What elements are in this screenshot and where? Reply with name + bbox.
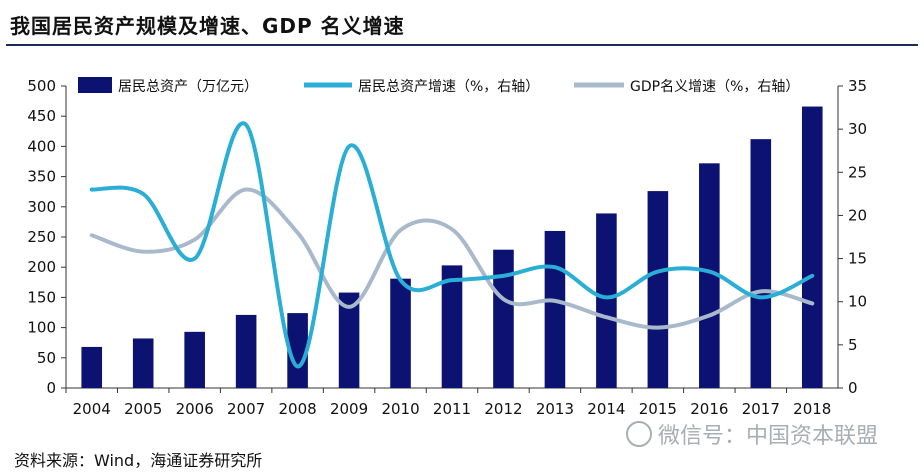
right-tick-label: 30	[848, 120, 867, 138]
bar	[338, 292, 360, 388]
watermark-text: 微信号：中国资本联盟	[658, 424, 879, 449]
right-tick-label: 35	[848, 77, 867, 95]
bar	[390, 278, 411, 388]
chart-title: 我国居民资产规模及增速、GDP 名义增速	[10, 14, 405, 38]
x-tick-label: 2011	[433, 400, 471, 418]
left-tick-label: 350	[27, 168, 56, 186]
legend-bar-swatch	[78, 77, 112, 93]
left-tick-label: 150	[27, 288, 56, 306]
bar	[132, 338, 154, 388]
bar	[184, 331, 205, 388]
wechat-logo-icon	[626, 421, 652, 447]
left-tick-label: 300	[27, 198, 56, 216]
bar	[81, 346, 103, 388]
bar	[596, 213, 617, 388]
x-tick-label: 2005	[124, 400, 162, 418]
left-tick-label: 450	[27, 107, 56, 125]
x-tick-label: 2016	[690, 400, 728, 418]
bar	[493, 249, 514, 388]
left-tick-label: 250	[27, 228, 56, 246]
right-tick-label: 20	[848, 206, 867, 224]
x-tick-label: 2007	[227, 400, 265, 418]
right-tick-label: 25	[848, 163, 867, 181]
bar	[544, 230, 566, 388]
left-tick-label: 500	[27, 77, 56, 95]
right-tick-label: 5	[848, 336, 858, 354]
left-tick-label: 100	[27, 319, 56, 337]
source-note: 资料来源：Wind，海通证券研究所	[14, 451, 263, 470]
legend-label: 居民总资产增速（%，右轴）	[358, 79, 539, 95]
title-divider	[6, 44, 918, 46]
x-tick-label: 2013	[536, 400, 574, 418]
right-tick-label: 0	[848, 379, 858, 397]
left-tick-label: 50	[37, 349, 56, 367]
legend-label: 居民总资产（万亿元）	[118, 79, 258, 95]
x-tick-label: 2018	[793, 400, 831, 418]
x-tick-label: 2017	[742, 400, 780, 418]
legend: 居民总资产（万亿元） 居民总资产增速（%，右轴） GDP名义增速（%，右轴）	[78, 77, 799, 95]
bar	[441, 265, 463, 388]
bar	[801, 106, 823, 388]
line-series	[89, 121, 815, 369]
bar	[699, 163, 720, 388]
x-tick-label: 2006	[176, 400, 214, 418]
right-tick-label: 15	[848, 250, 867, 268]
x-tick-label: 2012	[484, 400, 522, 418]
bar	[235, 314, 257, 388]
bar	[647, 191, 669, 388]
chart: 0 50 100 150 200 250 300 350 400 450 500 0 5 10 15 20 25…	[27, 77, 867, 418]
x-tick-label: 2015	[639, 400, 677, 418]
bar-series	[81, 106, 823, 388]
x-tick-label: 2009	[330, 400, 368, 418]
left-tick-label: 400	[27, 137, 56, 155]
x-tick-label: 2004	[73, 400, 111, 418]
bar	[750, 139, 772, 388]
x-tick-label: 2010	[381, 400, 419, 418]
watermark: 微信号：中国资本联盟	[626, 418, 878, 450]
gdp-growth-line	[89, 187, 815, 330]
x-tick-label: 2008	[279, 400, 317, 418]
bar	[287, 313, 308, 388]
right-tick-label: 10	[848, 293, 867, 311]
left-tick-label: 200	[27, 258, 56, 276]
left-tick-label: 0	[46, 379, 56, 397]
legend-label: GDP名义增速（%，右轴）	[630, 79, 799, 95]
x-tick-label: 2014	[587, 400, 625, 418]
axes: 0 50 100 150 200 250 300 350 400 450 500 0 5 10 15 20 25…	[27, 77, 867, 418]
